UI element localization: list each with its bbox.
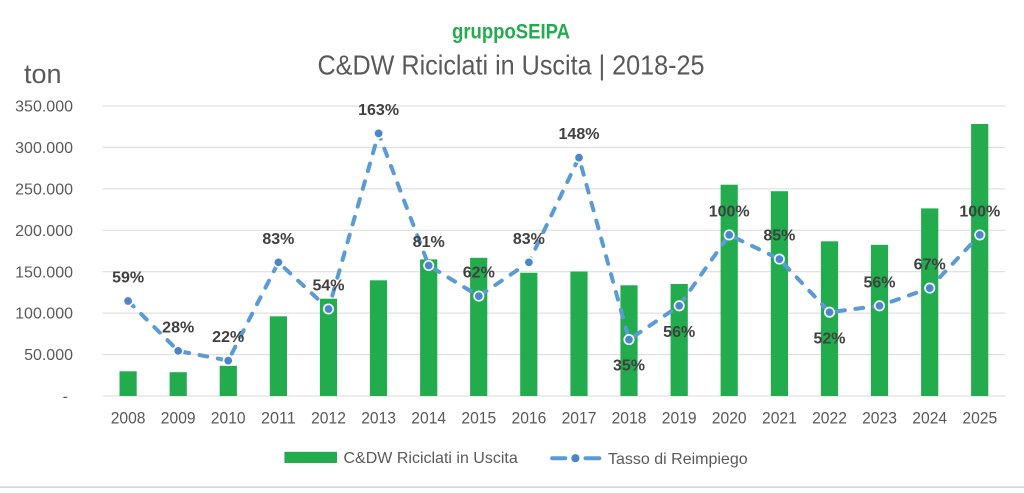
svg-text:2012: 2012 [311,409,346,428]
svg-text:85%: 85% [763,228,795,245]
svg-text:67%: 67% [914,257,946,274]
svg-text:200.000: 200.000 [15,223,73,240]
svg-text:2015: 2015 [461,409,496,428]
svg-text:50.000: 50.000 [24,347,73,364]
svg-text:163%: 163% [358,102,399,119]
svg-text:2019: 2019 [662,409,697,428]
svg-text:2013: 2013 [361,409,396,428]
svg-text:2008: 2008 [111,409,146,428]
svg-text:2017: 2017 [562,409,597,428]
svg-text:28%: 28% [162,320,194,337]
svg-text:2018: 2018 [612,409,647,428]
svg-text:100%: 100% [709,204,750,221]
svg-text:62%: 62% [463,265,495,282]
svg-text:2016: 2016 [512,409,547,428]
svg-text:81%: 81% [413,234,445,251]
svg-text:83%: 83% [513,231,545,248]
svg-text:300.000: 300.000 [15,140,73,157]
svg-text:2024: 2024 [912,409,947,428]
svg-text:2011: 2011 [261,409,296,428]
svg-text:150.000: 150.000 [15,264,73,281]
svg-text:C&DW Riciclati in Uscita: C&DW Riciclati in Uscita [344,450,518,467]
svg-text:2021: 2021 [762,409,797,428]
svg-text:gruppoSEIPA: gruppoSEIPA [452,21,570,44]
svg-text:54%: 54% [312,278,344,295]
svg-text:2009: 2009 [161,409,196,428]
svg-text:83%: 83% [262,231,294,248]
svg-text:2025: 2025 [962,409,997,428]
svg-text:56%: 56% [663,324,695,341]
svg-text:22%: 22% [212,329,244,346]
svg-text:2014: 2014 [411,409,446,428]
svg-text:59%: 59% [112,270,144,287]
svg-text:2022: 2022 [812,409,847,428]
svg-text:2023: 2023 [862,409,897,428]
svg-text:-: - [63,389,68,406]
svg-text:56%: 56% [863,274,895,291]
svg-text:C&DW Riciclati in Uscita | 201: C&DW Riciclati in Uscita | 2018-25 [318,49,705,80]
svg-text:2020: 2020 [712,409,747,428]
svg-text:35%: 35% [613,358,645,375]
svg-text:100%: 100% [959,204,1000,221]
svg-text:52%: 52% [813,330,845,347]
svg-text:ton: ton [24,59,62,89]
svg-text:350.000: 350.000 [15,99,73,116]
svg-text:Tasso di Reimpiego: Tasso di Reimpiego [608,451,748,468]
svg-text:250.000: 250.000 [15,182,73,199]
svg-text:100.000: 100.000 [15,306,73,323]
svg-text:148%: 148% [559,126,600,143]
svg-text:2010: 2010 [211,409,246,428]
